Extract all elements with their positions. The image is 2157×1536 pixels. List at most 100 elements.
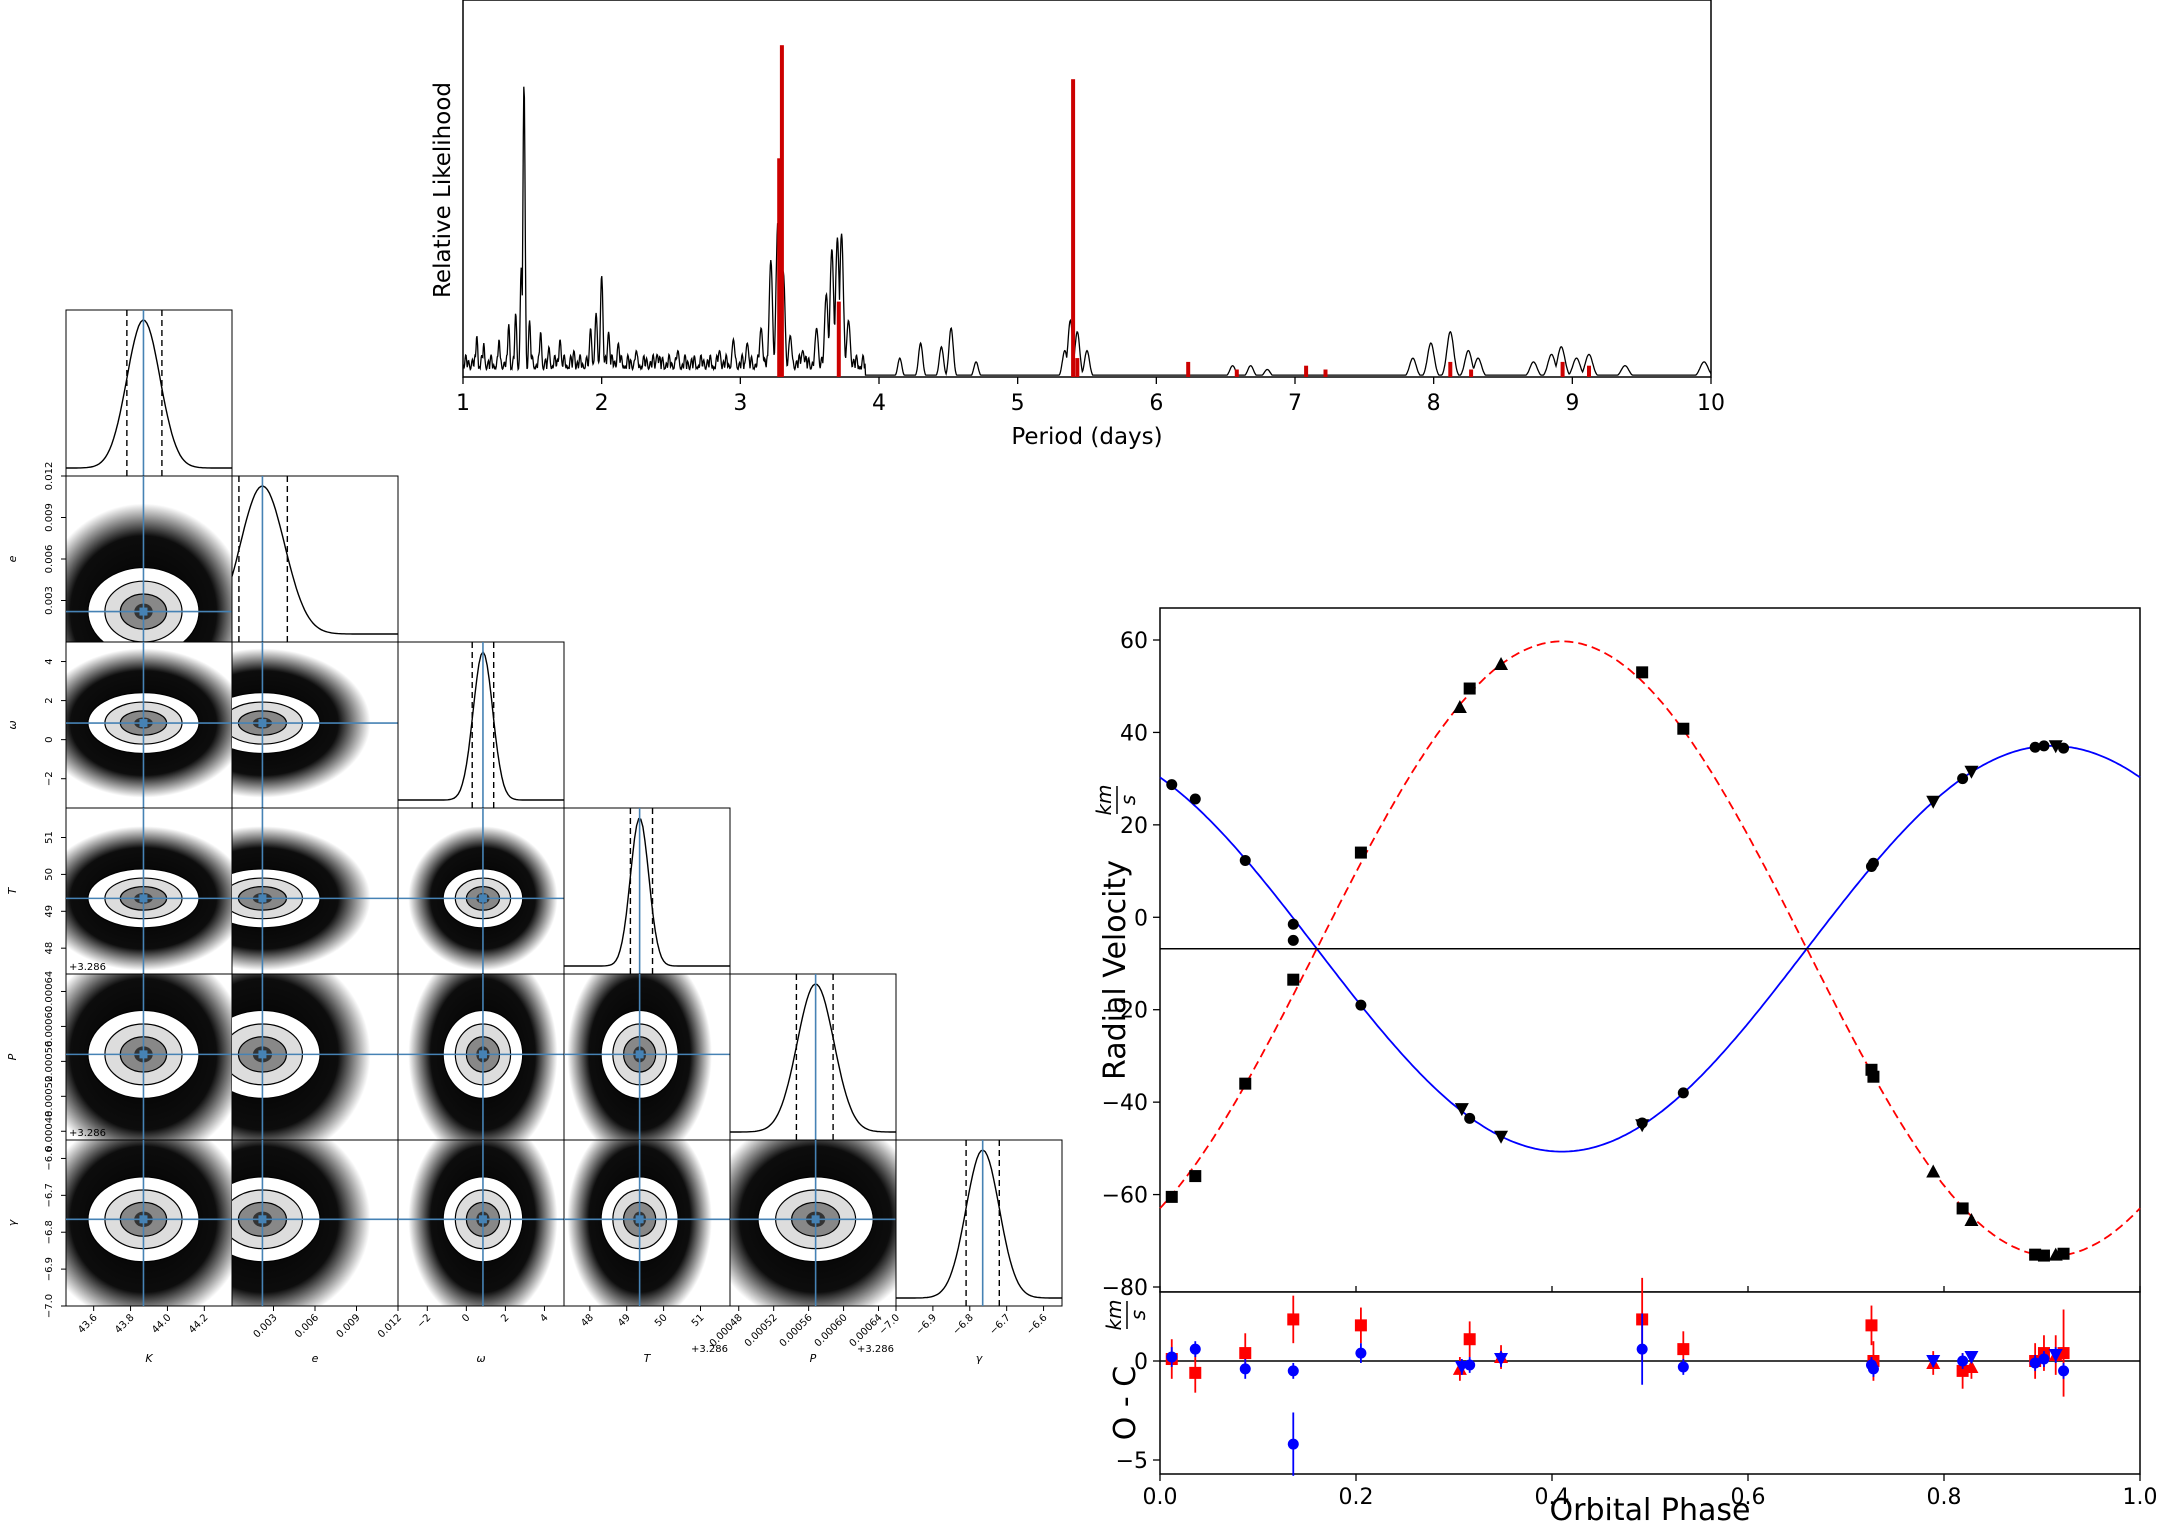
corner-cell-2-2 [397,641,565,809]
rv-secondary-point [2057,1247,2070,1260]
rv-primary-point [1287,918,1299,930]
corner-cell-3-1 [231,807,399,975]
corner-histogram [398,650,564,801]
corner-ylabel: P [6,1053,19,1060]
corner-offset-label: +3.286 [69,962,106,973]
corner-xlabel: P [810,1352,817,1365]
corner-density [66,974,232,1140]
corner-xtick-label: 0.009 [335,1312,363,1340]
residual-primary-point [1636,1343,1648,1355]
corner-truth-marker [258,1215,267,1224]
rv-primary-point [2058,742,2070,754]
corner-ylabel: T [6,886,19,894]
corner-density [564,974,730,1140]
corner-xtick-label: 44.0 [150,1312,174,1336]
residual-secondary-point [1354,1319,1367,1332]
rv-primary-point [1287,934,1299,946]
periodogram-xtick-label: 10 [1697,391,1725,416]
residual-xtick-label: 0.2 [1339,1485,1374,1510]
corner-density [232,808,398,974]
residual-ticks: 0 −5 0.0 0.2 0.4 0.6 0.8 1.0 [1116,1350,2157,1510]
corner-truth-marker [139,719,148,728]
corner-ytick-label: 51 [44,831,55,844]
rv-ytick-label: −60 [1102,1184,1148,1209]
corner-ytick-label: 0.00048 [44,1111,55,1152]
residual-primary-point [1867,1363,1879,1375]
corner-histogram [564,817,730,967]
corner-ytick-label: 0.00056 [44,1041,55,1082]
corner-xtick-label: 0.003 [252,1312,280,1340]
rv-secondary-point [1964,1212,1979,1226]
residual-xtick-label: 0.4 [1535,1485,1570,1510]
rv-primary-point [2038,740,2050,752]
rv-secondary-point [1189,1170,1202,1183]
residual-axes-frame [1159,1291,2141,1475]
residual-primary-point [1287,1365,1299,1377]
corner-ytick-label: −6.8 [44,1220,55,1244]
residual-xlabel: Orbital Phase [1550,1493,1751,1528]
corner-offset-label: +3.286 [691,1344,728,1355]
corner-cell-5-3: 48 49 50 51 T +3.286 [563,1139,731,1365]
periodogram-red-bar [777,158,782,377]
corner-cell-3-2 [397,807,565,975]
rv-secondary-point [1165,1190,1178,1203]
corner-ytick-label: 0 [44,736,55,742]
residual-primary-point [1926,1355,1941,1368]
rv-primary-point [1464,1112,1476,1124]
periodogram-red-bar [1304,365,1309,377]
corner-xlabel: ω [476,1352,485,1365]
periodogram-red-bar [836,301,841,377]
residual-ylabel-text: O - C [1108,1366,1143,1440]
corner-xtick-label: 0.006 [293,1312,321,1340]
residual-secondary-point [1956,1364,1969,1377]
corner-density [232,642,398,808]
corner-cell-frame [563,807,731,975]
corner-xtick-label: 0.00052 [743,1312,780,1349]
rv-secondary-point [1926,1164,1941,1178]
corner-offset-label: +3.286 [857,1344,894,1355]
rv-secondary-point [1463,682,1476,695]
residual-ylabel: O - C km s [1102,1299,1150,1440]
rv-primary-point [1355,999,1367,1011]
corner-truth-marker [139,607,148,616]
residual-primary-point [2048,1349,2063,1363]
corner-cell-1-0: 0.003 0.006 0.009 0.012 e [6,462,233,643]
rv-primary-point [1964,765,1979,779]
corner-xtick-label: 51 [690,1312,707,1329]
residual-xtick-label: 1.0 [2123,1485,2157,1510]
rv-axes-frame [1159,607,2141,1293]
corner-density [398,974,564,1140]
corner-ytick-label: 48 [44,942,55,955]
rv-secondary-point [1956,1202,1969,1215]
corner-truth-marker [258,1050,267,1059]
residual-secondary-point [1865,1319,1878,1332]
corner-xlabel: K [145,1352,153,1365]
rv-secondary-point [1287,973,1300,986]
rv-ytick-label: 40 [1120,721,1148,746]
residual-xtick-label: 0.0 [1143,1485,1178,1510]
corner-cell-frame [895,1139,1063,1307]
residual-ytick-label: −5 [1116,1449,1148,1474]
corner-offset-label: +3.286 [69,1128,106,1139]
corner-ytick-label: 0.012 [44,462,55,491]
corner-ylabel: γ [6,1219,19,1226]
residual-primary-point [1166,1351,1178,1363]
residual-primary-point [1189,1343,1201,1355]
rv-primary-point [1239,854,1251,866]
periodogram-red-bar [1234,369,1239,377]
rv-primary-point [1926,795,1941,809]
corner-xlabel: e [312,1352,319,1365]
corner-xtick-label: −6.7 [988,1312,1013,1337]
periodogram-likelihood-curve [462,86,1712,377]
corner-xtick-label: −7.0 [877,1312,902,1337]
rv-secondary-model-curve [1159,640,2141,1257]
corner-xtick-label: 48 [579,1312,596,1329]
periodogram-xtick-label: 4 [872,391,886,416]
corner-xtick-label: −6.8 [951,1312,976,1337]
rv-secondary-point [1452,700,1467,714]
periodogram-xlabel: Period (days) [1011,424,1162,450]
rv-ticks: 60 40 20 0 −20 −40 −60 −80 [1102,629,2141,1301]
corner-cell-5-1: 0.003 0.006 0.009 0.012 e [231,1139,404,1365]
